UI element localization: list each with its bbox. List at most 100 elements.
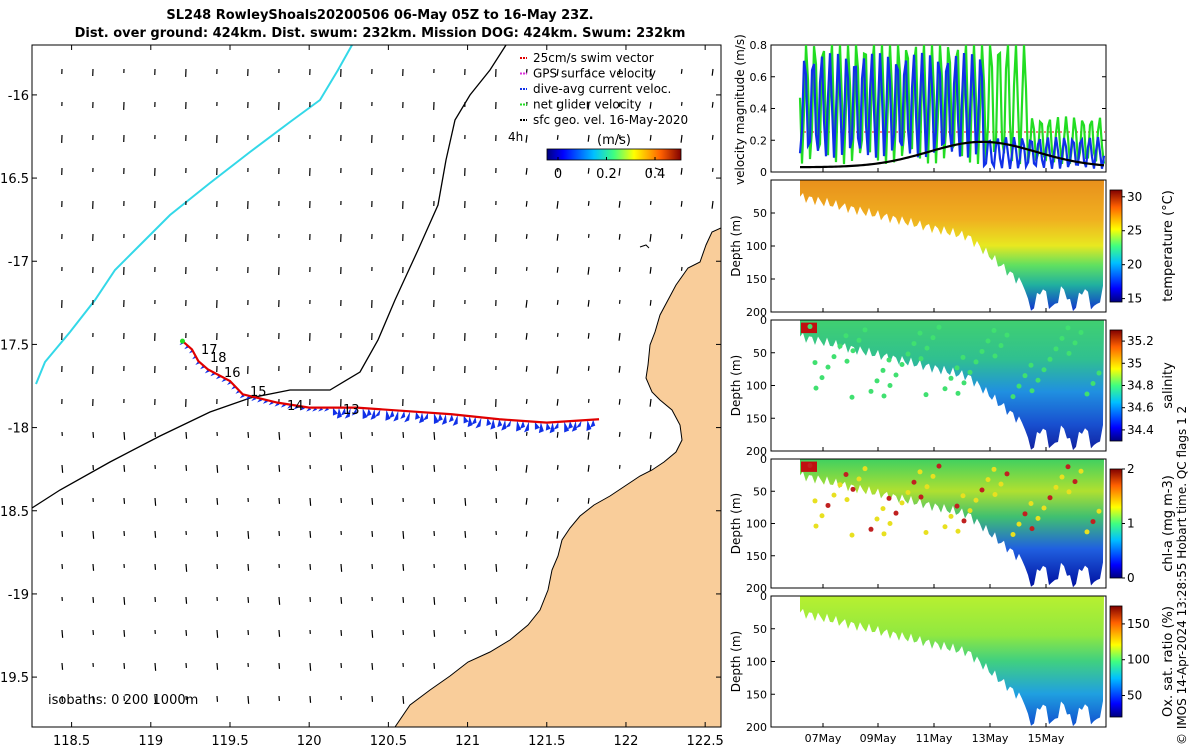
- current-vector: [475, 417, 482, 429]
- geo-velocity-arrow: [61, 464, 64, 473]
- depth-tick-label: 50: [753, 485, 767, 498]
- sample-dot: [819, 513, 825, 519]
- geo-velocity-arrow: [433, 596, 436, 605]
- map-x-tick-label: 122: [614, 734, 639, 749]
- current-vector: [393, 410, 399, 422]
- depth-axis-label: Depth (m): [729, 215, 743, 276]
- geo-velocity-arrow: [216, 629, 219, 638]
- geo-velocity-arrow: [154, 695, 157, 703]
- sample-dot: [998, 481, 1004, 487]
- depth-tick-label: 200: [746, 721, 767, 734]
- geo-velocity-arrow: [371, 464, 374, 473]
- current-vector: [463, 415, 469, 424]
- sample-dot: [1029, 526, 1035, 532]
- colorbar-tick-label: 34.6: [1127, 401, 1154, 415]
- geo-velocity-arrow: [525, 530, 528, 537]
- sample-dot: [819, 375, 825, 381]
- sample-dot: [917, 469, 923, 475]
- time-tick-label: 13May: [972, 732, 1009, 745]
- geo-velocity-arrow: [680, 233, 683, 239]
- geo-velocity-arrow: [309, 530, 312, 538]
- current-vector: [571, 420, 577, 432]
- current-vector: [501, 419, 507, 431]
- depth-tick-label: 150: [746, 412, 767, 425]
- geo-velocity-arrow: [649, 101, 652, 109]
- geo-velocity-arrow: [587, 101, 590, 110]
- depth-tick-label: 150: [746, 273, 767, 286]
- map-y-tick-label: 18.5: [0, 505, 29, 520]
- sample-dot: [930, 335, 936, 341]
- sample-dot: [905, 490, 911, 496]
- legend-note-4h: 4h: [508, 130, 523, 144]
- island: [639, 244, 650, 249]
- geo-velocity-arrow: [649, 266, 652, 274]
- sample-dot: [1022, 511, 1028, 517]
- geo-velocity-arrow: [556, 200, 559, 209]
- sample-dot: [856, 476, 862, 482]
- sample-dot: [905, 351, 911, 357]
- geo-velocity-arrow: [402, 530, 405, 539]
- sample-dot: [1010, 531, 1016, 537]
- sample-dot: [930, 473, 936, 479]
- geo-velocity-arrow: [309, 695, 312, 703]
- sample-dot: [948, 513, 954, 519]
- current-vector: [422, 412, 428, 421]
- map-y-tick-label: -18: [8, 422, 29, 437]
- sample-dot: [911, 479, 917, 485]
- geo-velocity-arrow: [556, 68, 559, 76]
- geo-velocity-arrow: [525, 167, 528, 175]
- geo-velocity-arrow: [587, 431, 590, 440]
- sample-dot: [843, 471, 849, 477]
- depth-tick-label: 0: [760, 314, 767, 327]
- sample-dot: [911, 341, 917, 347]
- depth-tick-label: 100: [746, 240, 767, 253]
- colorbar-tick-label: 35.2: [1127, 334, 1154, 348]
- sample-dot: [1084, 529, 1090, 535]
- current-vector: [340, 407, 346, 416]
- geo-velocity-arrow: [433, 431, 436, 440]
- geo-velocity-arrow: [680, 134, 683, 143]
- sample-dot: [849, 394, 855, 400]
- section-panel: 50 100 150 200 Depth (m) 30 25 20 15 temperature …: [729, 179, 1176, 319]
- current-vector: [490, 418, 496, 430]
- current-vector: [441, 413, 447, 425]
- legend-label: sfc geo. vel. 16-May-2020: [533, 113, 688, 127]
- sample-dot: [1084, 391, 1090, 397]
- colorbar-tick-label: 0.2: [596, 167, 617, 182]
- sample-dot: [868, 388, 874, 394]
- sample-dot: [862, 327, 868, 333]
- velocity-y-tick-label: 0.8: [750, 39, 768, 52]
- depth-tick-label: 50: [753, 207, 767, 220]
- geo-velocity-arrow: [587, 497, 590, 504]
- geo-velocity-arrow: [556, 101, 559, 108]
- sample-dot: [893, 372, 899, 378]
- figure-title-line2: Dist. over ground: 424km. Dist. swum: 23…: [74, 26, 686, 41]
- geo-velocity-arrow: [525, 233, 528, 239]
- sample-dot: [985, 338, 991, 344]
- day-label: 14: [287, 399, 304, 414]
- geo-velocity-arrow: [680, 200, 683, 207]
- sample-dot: [837, 482, 843, 488]
- sample-dot: [1010, 394, 1016, 400]
- geo-velocity-arrow: [123, 596, 126, 605]
- map-y-tick-label: -16: [8, 89, 29, 104]
- geo-velocity-arrow: [618, 431, 621, 437]
- sample-dot: [954, 365, 960, 371]
- sample-dot: [967, 508, 973, 514]
- sample-dot: [924, 345, 930, 351]
- depth-tick-label: 200: [746, 306, 767, 319]
- depth-tick-label: 150: [746, 688, 767, 701]
- sample-dot: [887, 521, 893, 526]
- sample-dot: [1004, 471, 1010, 477]
- sample-dot: [880, 506, 886, 512]
- sample-dot: [1066, 350, 1072, 356]
- geo-velocity-arrow: [618, 68, 621, 75]
- geo-velocity-arrow: [340, 563, 343, 572]
- sample-dot: [849, 532, 855, 538]
- sample-dot: [979, 348, 985, 354]
- sample-dot: [1028, 501, 1034, 507]
- geo-velocity-arrow: [556, 266, 559, 273]
- sample-dot: [955, 528, 961, 534]
